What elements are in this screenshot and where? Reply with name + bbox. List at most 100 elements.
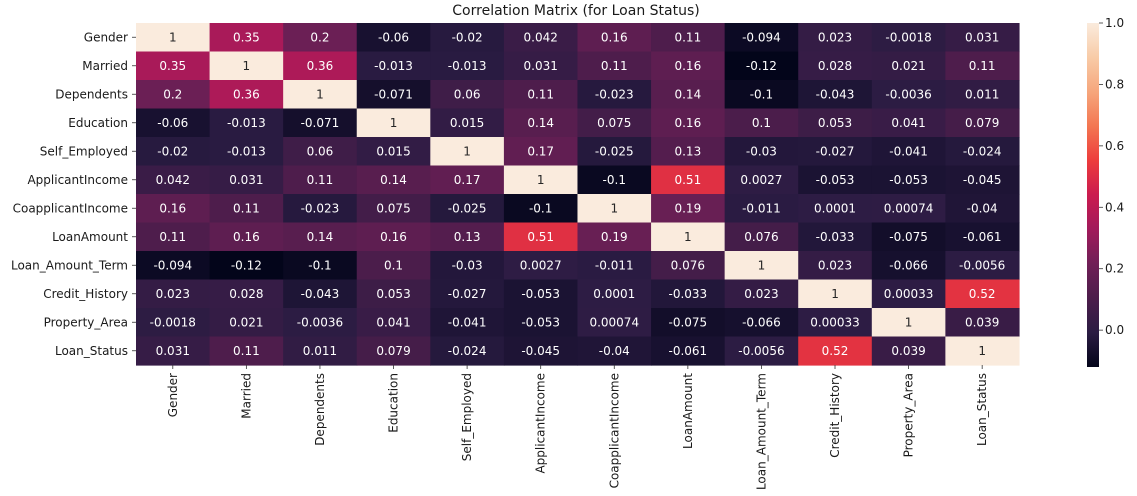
chart-title: Correlation Matrix (for Loan Status) [452, 3, 699, 19]
cell-value-label: 0.14 [307, 230, 334, 244]
heatmap-cell [430, 108, 505, 138]
heatmap-cell [503, 251, 579, 281]
cell-value-label: -0.12 [746, 59, 777, 73]
heatmap-cell [798, 222, 873, 252]
cell-value-label: -0.025 [595, 144, 634, 158]
heatmap-cell [209, 23, 284, 53]
heatmap-cell [798, 308, 873, 338]
heatmap-cell [871, 165, 946, 195]
cell-value-label: -0.011 [595, 258, 634, 272]
row-label: Married [82, 59, 128, 73]
heatmap-cell [136, 279, 211, 309]
heatmap-cell [724, 108, 799, 138]
cell-value-label: 0.2 [163, 87, 182, 101]
heatmap-cell [136, 23, 211, 53]
cell-value-label: 0.13 [674, 144, 701, 158]
colorbar-tick-label: 1.0 [1105, 16, 1124, 30]
cell-value-label: -0.053 [521, 315, 560, 329]
heatmap-cell [871, 23, 946, 53]
cell-value-label: -0.053 [521, 287, 560, 301]
heatmap-cell [871, 222, 946, 252]
heatmap-cell [283, 336, 358, 366]
column-label: Credit_History [828, 373, 842, 458]
heatmap-cell [356, 23, 431, 53]
heatmap-cell [798, 279, 873, 309]
cell-value-label: 0.2 [310, 30, 329, 44]
cell-value-label: 0.16 [601, 30, 628, 44]
heatmap-cell [798, 80, 873, 110]
cell-value-label: 0.16 [233, 230, 260, 244]
heatmap-cell [798, 137, 873, 167]
heatmap-cell [136, 51, 211, 81]
cell-value-label: 0.023 [744, 287, 778, 301]
heatmap-cell [577, 336, 652, 366]
cell-value-label: -0.013 [448, 59, 487, 73]
heatmap-cell [577, 51, 652, 81]
heatmap-cell [798, 251, 873, 281]
column-label: CoapplicantIncome [607, 373, 621, 488]
heatmap-cell [430, 308, 505, 338]
row-label: LoanAmount [52, 230, 128, 244]
cell-value-label: 0.36 [233, 87, 260, 101]
heatmap-cell [430, 51, 505, 81]
cell-value-label: -0.1 [603, 173, 626, 187]
cell-value-label: 0.06 [307, 144, 334, 158]
heatmap-cell [356, 194, 431, 224]
heatmap-cell [798, 23, 873, 53]
heatmap-cell [577, 23, 652, 53]
cell-value-label: 1 [684, 230, 692, 244]
heatmap-cell [503, 137, 579, 167]
heatmap-cell [283, 279, 358, 309]
heatmap-cell [356, 108, 431, 138]
cell-value-label: -0.025 [448, 201, 487, 215]
heatmap-cell [651, 279, 726, 309]
cell-value-label: 0.011 [965, 87, 999, 101]
cell-value-label: 0.00074 [589, 315, 639, 329]
cell-value-label: -0.075 [889, 230, 928, 244]
cell-value-label: 0.076 [671, 258, 705, 272]
heatmap-cell [798, 194, 873, 224]
heatmap-cell [283, 108, 358, 138]
heatmap-cell [577, 137, 652, 167]
heatmap-cell [577, 222, 652, 252]
heatmap-cell [651, 336, 726, 366]
cell-value-label: -0.024 [963, 144, 1002, 158]
row-label: Loan_Status [55, 344, 128, 358]
heatmap-cell [577, 279, 652, 309]
cell-value-label: 0.16 [674, 59, 701, 73]
cell-value-label: 0.031 [524, 59, 558, 73]
heatmap-cell [136, 165, 211, 195]
cell-value-label: 0.075 [376, 201, 410, 215]
heatmap-cell [283, 194, 358, 224]
cell-value-label: -0.033 [669, 287, 708, 301]
heatmap-cell [356, 279, 431, 309]
cell-value-label: 0.16 [380, 230, 407, 244]
cell-value-label: -0.1 [750, 87, 773, 101]
cell-value-label: 0.031 [965, 30, 999, 44]
cell-value-label: 0.13 [454, 230, 481, 244]
cell-value-label: -0.02 [157, 144, 188, 158]
cell-value-label: -0.043 [301, 287, 340, 301]
heatmap-cell [577, 165, 652, 195]
cell-value-label: 0.031 [229, 173, 263, 187]
heatmap-cell [945, 251, 1020, 281]
cell-value-label: -0.061 [963, 230, 1002, 244]
heatmap-cell [356, 51, 431, 81]
heatmap-cell [871, 251, 946, 281]
heatmap-cell [136, 80, 211, 110]
heatmap-cell [871, 51, 946, 81]
heatmap-cell [945, 308, 1020, 338]
heatmap-cell [871, 336, 946, 366]
cell-value-label: -0.075 [669, 315, 708, 329]
cell-value-label: 1 [905, 315, 913, 329]
heatmap-cell [430, 80, 505, 110]
cell-value-label: 0.1 [384, 258, 403, 272]
heatmap-cell [430, 336, 505, 366]
cell-value-label: -0.04 [599, 344, 630, 358]
cell-value-label: 0.042 [156, 173, 190, 187]
cell-value-label: -0.027 [448, 287, 487, 301]
heatmap-cell [503, 194, 579, 224]
cell-value-label: 0.023 [818, 30, 852, 44]
cell-value-label: 0.17 [454, 173, 481, 187]
